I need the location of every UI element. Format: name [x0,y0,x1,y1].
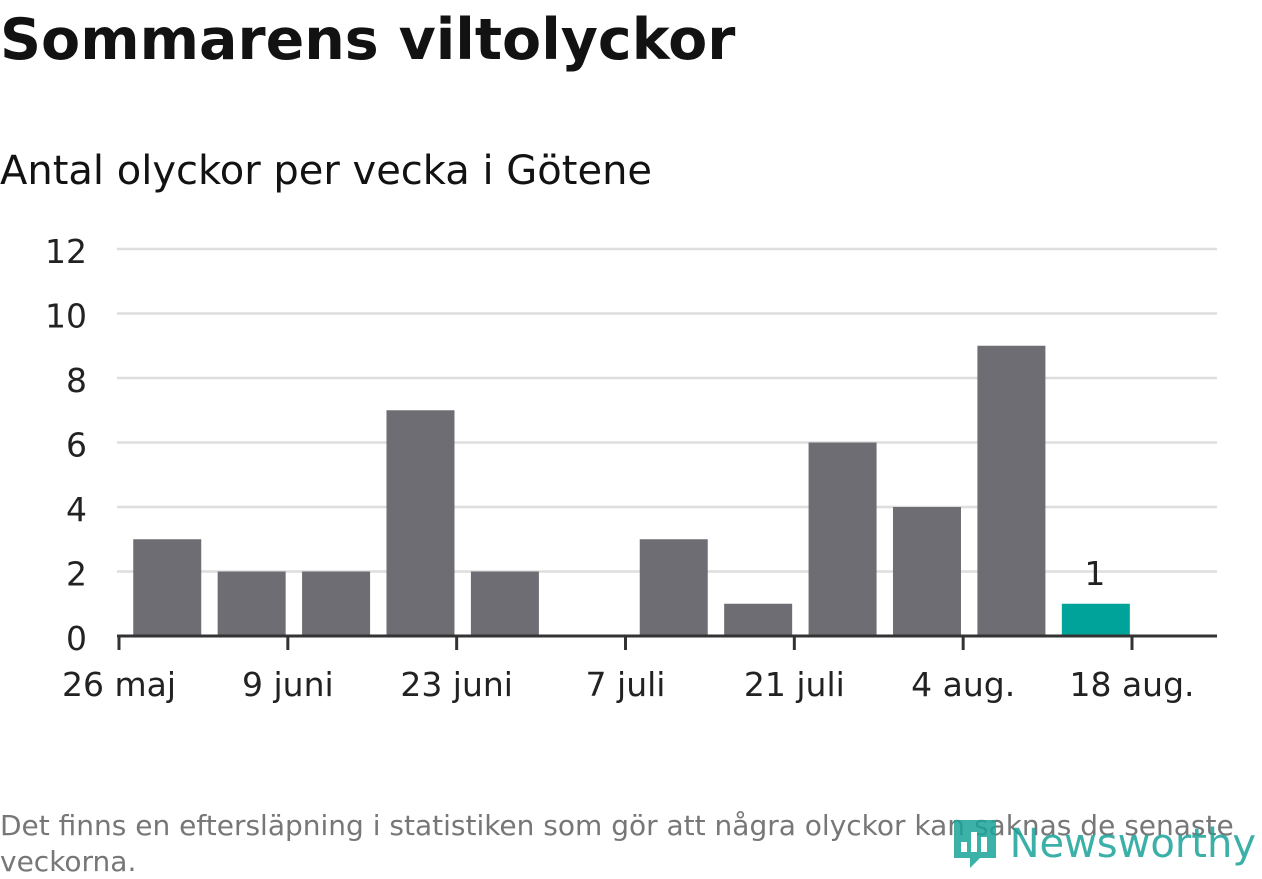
x-tick-label: 4 aug. [911,665,1015,704]
y-tick-label: 12 [45,232,87,271]
x-axis-tick-labels: 26 maj 9 juni 23 juni 7 juli 21 juli 4 aug. 18… [62,636,1195,704]
y-tick-label: 10 [45,297,87,336]
x-tick-label: 23 juni [400,665,513,704]
bar [386,410,455,636]
x-tick-label: 26 maj [62,665,176,704]
bar [470,571,539,636]
newsworthy-logo-text: Newsworthy [1009,821,1256,867]
chart-subtitle: Antal olyckor per vecka i Götene [0,148,653,194]
bar [302,571,371,636]
bar [217,571,286,636]
bar [977,345,1046,636]
bar [639,539,708,636]
newsworthy-logo-icon [953,820,996,868]
bar [892,507,961,636]
bar-chart: 0 2 4 6 8 10 12 26 maj 9 juni 23 juni 7 juli 21 ju… [45,232,1217,704]
y-axis-tick-labels: 0 2 4 6 8 10 12 [45,232,87,658]
x-tick-label: 7 juli [586,665,666,704]
y-tick-label: 4 [66,490,87,529]
chart-title: Sommarens viltolyckor [0,7,736,73]
bar [133,539,202,636]
y-tick-label: 2 [66,555,87,594]
grid-lines [117,247,1217,573]
y-tick-label: 6 [66,426,87,465]
footnote: Det finns en eftersläpning i statistiken… [0,809,1234,878]
y-tick-label: 0 [66,619,87,658]
bar [808,442,877,636]
newsworthy-logo[interactable]: Newsworthy [950,818,1256,870]
bar [724,603,793,636]
bars [133,345,1130,636]
bar-highlighted [1061,603,1130,636]
x-tick-label: 18 aug. [1069,665,1194,704]
x-tick-label: 21 juli [744,665,845,704]
x-tick-label: 9 juni [242,665,334,704]
data-labels: 1 [1084,554,1105,593]
highlighted-bar-label: 1 [1084,554,1105,593]
y-tick-label: 8 [66,361,87,400]
